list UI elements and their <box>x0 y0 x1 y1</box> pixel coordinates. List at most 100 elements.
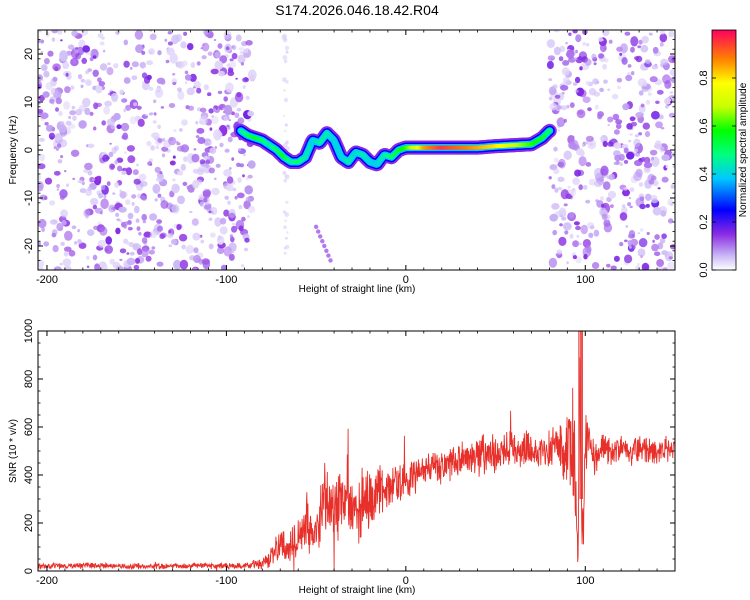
noise-blob <box>285 50 289 53</box>
streak-blob <box>328 258 333 263</box>
noise-blob <box>116 157 124 163</box>
noise-blob <box>196 168 205 176</box>
noise-blob <box>563 118 567 123</box>
noise-blob <box>587 107 592 112</box>
noise-blob <box>77 229 80 233</box>
noise-blob <box>38 259 45 268</box>
noise-blob <box>574 76 581 84</box>
noise-blob <box>67 44 75 50</box>
noise-blob <box>101 120 106 126</box>
noise-blob <box>203 84 209 91</box>
noise-blob <box>196 87 202 94</box>
noise-blob <box>246 177 249 181</box>
noise-blob <box>607 141 614 147</box>
noise-blob <box>57 30 63 35</box>
noise-blob <box>660 210 667 217</box>
noise-blob <box>649 149 658 156</box>
noise-blob <box>71 30 79 37</box>
noise-blob <box>87 229 95 237</box>
noise-blob <box>110 124 116 130</box>
noise-blob <box>556 117 565 128</box>
colorbar-tick-label: 0.6 <box>698 118 710 133</box>
noise-blob <box>228 208 236 219</box>
noise-blob <box>52 63 61 72</box>
x-tick-label: 0 <box>403 274 409 286</box>
noise-blob <box>140 257 145 262</box>
x-tick-label: 0 <box>403 575 409 587</box>
noise-blob <box>59 262 63 266</box>
noise-blob <box>138 180 148 187</box>
noise-blob <box>62 62 70 70</box>
noise-blob <box>157 124 162 129</box>
y-tick-label: 800 <box>23 370 35 388</box>
noise-blob <box>89 111 94 116</box>
noise-blob <box>78 179 83 184</box>
noise-blob <box>168 229 172 234</box>
noise-blob <box>627 64 632 68</box>
noise-blob <box>282 114 285 117</box>
noise-blob <box>177 195 185 205</box>
noise-blob <box>140 247 149 258</box>
noise-blob <box>38 39 41 44</box>
noise-blob <box>44 196 48 201</box>
noise-blob <box>189 73 197 82</box>
noise-blob <box>181 119 188 126</box>
noise-blob <box>638 90 644 96</box>
noise-blob <box>40 39 45 44</box>
noise-blob <box>615 160 620 165</box>
noise-blob <box>131 201 135 206</box>
noise-blob <box>65 120 72 126</box>
noise-blob <box>148 48 155 55</box>
noise-blob <box>71 225 77 230</box>
x-tick-label: -100 <box>215 575 237 587</box>
noise-blob <box>629 133 633 136</box>
noise-blob <box>248 205 256 213</box>
noise-blob <box>665 164 669 169</box>
streak-blob <box>313 224 319 229</box>
noise-blob <box>552 229 558 236</box>
noise-blob <box>79 188 87 194</box>
noise-blob <box>238 47 244 51</box>
noise-blob <box>191 218 199 226</box>
noise-blob <box>193 247 199 254</box>
noise-blob <box>113 62 119 69</box>
noise-blob <box>58 110 63 117</box>
noise-blob <box>72 58 77 64</box>
noise-blob <box>629 116 636 122</box>
noise-blob <box>553 30 560 33</box>
noise-blob <box>241 264 245 267</box>
noise-blob <box>630 36 639 47</box>
noise-blob <box>552 84 558 89</box>
noise-blob <box>113 112 121 121</box>
noise-blob <box>134 30 144 40</box>
noise-blob <box>591 53 597 60</box>
noise-blob <box>173 259 182 270</box>
noise-blob <box>209 127 213 131</box>
noise-blob <box>553 146 558 152</box>
colorbar-tick-label: 0.4 <box>698 166 710 181</box>
noise-blob <box>557 92 565 101</box>
noise-blob <box>555 253 559 256</box>
noise-blob <box>587 139 597 150</box>
noise-blob <box>223 116 228 121</box>
noise-blob <box>231 250 235 254</box>
noise-blob <box>669 91 674 95</box>
noise-blob <box>594 104 599 110</box>
noise-blob <box>568 32 572 36</box>
noise-blob <box>146 85 152 89</box>
noise-blob <box>114 145 119 151</box>
noise-blob <box>238 204 243 210</box>
noise-blob <box>578 242 582 246</box>
streak-blob <box>316 229 321 234</box>
noise-blob <box>284 244 290 250</box>
noise-blob <box>562 76 571 86</box>
noise-blob <box>121 134 127 140</box>
noise-blob <box>40 50 44 55</box>
noise-blob <box>243 247 249 252</box>
noise-blob <box>118 206 127 213</box>
spectrogram-x-ticks: -200 -100 0 100 <box>36 30 658 286</box>
noise-blob <box>117 165 123 172</box>
ridge-segment <box>546 128 552 134</box>
noise-blob <box>80 78 85 83</box>
snr-x-label: Height of straight line (km) <box>299 585 416 596</box>
